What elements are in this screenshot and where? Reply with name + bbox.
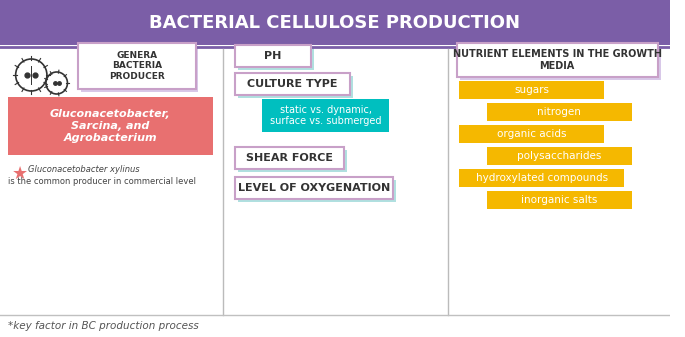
Text: is the common producer in commercial level: is the common producer in commercial lev…: [8, 177, 196, 185]
FancyBboxPatch shape: [238, 150, 347, 172]
FancyBboxPatch shape: [235, 73, 350, 95]
FancyBboxPatch shape: [238, 180, 396, 202]
FancyBboxPatch shape: [238, 76, 353, 98]
Text: LEVEL OF OXYGENATION: LEVEL OF OXYGENATION: [238, 183, 390, 193]
Text: ★: ★: [12, 165, 28, 183]
Text: PH: PH: [264, 51, 282, 61]
FancyBboxPatch shape: [487, 103, 632, 121]
FancyBboxPatch shape: [262, 99, 389, 132]
FancyBboxPatch shape: [458, 43, 658, 77]
Text: NUTRIENT ELEMENTS IN THE GROWTH
MEDIA: NUTRIENT ELEMENTS IN THE GROWTH MEDIA: [453, 49, 662, 71]
Text: hydroxylated compounds: hydroxylated compounds: [475, 173, 608, 183]
Text: inorganic salts: inorganic salts: [521, 195, 597, 205]
Text: polysaccharides: polysaccharides: [517, 151, 601, 161]
FancyBboxPatch shape: [487, 191, 632, 209]
FancyBboxPatch shape: [8, 97, 213, 155]
FancyBboxPatch shape: [238, 48, 314, 70]
FancyBboxPatch shape: [487, 147, 632, 165]
Text: CULTURE TYPE: CULTURE TYPE: [247, 79, 338, 89]
Text: Gluconacetobacter xylinus: Gluconacetobacter xylinus: [28, 164, 140, 174]
Text: sugars: sugars: [514, 85, 549, 95]
Text: static vs. dynamic,
surface vs. submerged: static vs. dynamic, surface vs. submerge…: [270, 105, 382, 126]
Text: nitrogen: nitrogen: [537, 107, 581, 117]
Text: Gluconacetobacter,
Sarcina, and
Agrobacterium: Gluconacetobacter, Sarcina, and Agrobact…: [50, 110, 171, 143]
Text: GENERA
BACTERIA
PRODUCER: GENERA BACTERIA PRODUCER: [109, 51, 164, 81]
Text: SHEAR FORCE: SHEAR FORCE: [246, 153, 333, 163]
FancyBboxPatch shape: [78, 43, 195, 89]
FancyBboxPatch shape: [235, 147, 344, 169]
FancyBboxPatch shape: [460, 81, 604, 99]
FancyBboxPatch shape: [235, 45, 311, 67]
FancyBboxPatch shape: [235, 177, 393, 199]
Text: organic acids: organic acids: [497, 129, 566, 139]
FancyBboxPatch shape: [81, 46, 199, 92]
Text: *key factor in BC production process: *key factor in BC production process: [8, 321, 199, 331]
Text: BACTERIAL CELLULOSE PRODUCTION: BACTERIAL CELLULOSE PRODUCTION: [149, 13, 520, 31]
FancyBboxPatch shape: [460, 125, 604, 143]
FancyBboxPatch shape: [460, 46, 661, 80]
FancyBboxPatch shape: [460, 169, 623, 187]
FancyBboxPatch shape: [0, 0, 670, 45]
